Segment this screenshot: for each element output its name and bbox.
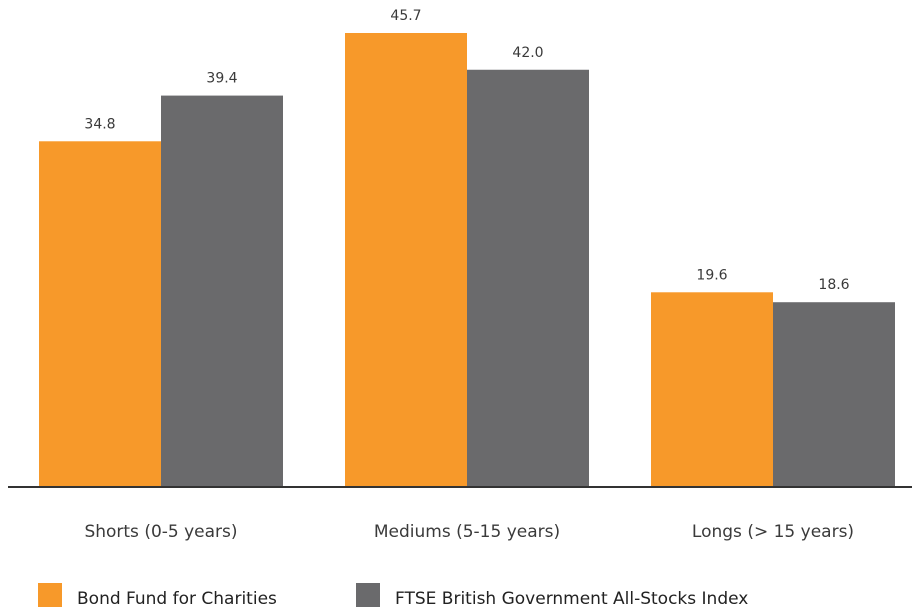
value-label-bond-fund-for-charities-longs-15-years: 19.6	[696, 267, 727, 283]
value-label-ftse-british-government-all-stocks-index-shorts-0-5-years: 39.4	[206, 71, 237, 87]
bar-ftse-british-government-all-stocks-index-longs-15-years	[773, 302, 895, 487]
category-labels-layer: Shorts (0-5 years) Mediums (5-15 years) Lo…	[84, 522, 854, 542]
value-label-ftse-british-government-all-stocks-index-longs-15-years: 18.6	[818, 277, 849, 293]
legend-swatch-bond-fund-for-charities	[38, 583, 62, 607]
value-labels-layer: 34.8 39.4 45.7 42.0 19.6 18.6	[84, 8, 849, 293]
bar-bond-fund-for-charities-shorts-0-5-years	[39, 141, 161, 487]
legend-swatch-ftse-british-government-all-stocks-index	[356, 583, 380, 607]
category-label-longs-15-years: Longs (> 15 years)	[692, 522, 854, 542]
value-label-bond-fund-for-charities-shorts-0-5-years: 34.8	[84, 116, 115, 132]
legend: Bond Fund for Charities FTSE British Gove…	[38, 583, 748, 609]
value-label-bond-fund-for-charities-mediums-5-15-years: 45.7	[390, 8, 421, 24]
bar-ftse-british-government-all-stocks-index-shorts-0-5-years	[161, 95, 283, 488]
bar-bond-fund-for-charities-mediums-5-15-years	[345, 33, 467, 487]
category-label-shorts-0-5-years: Shorts (0-5 years)	[84, 522, 237, 542]
category-label-mediums-5-15-years: Mediums (5-15 years)	[374, 522, 560, 542]
value-label-ftse-british-government-all-stocks-index-mediums-5-15-years: 42.0	[512, 45, 543, 61]
legend-label-ftse-british-government-all-stocks-index: FTSE British Government All-Stocks Index	[395, 589, 748, 609]
bar-ftse-british-government-all-stocks-index-mediums-5-15-years	[467, 69, 589, 487]
legend-label-bond-fund-for-charities: Bond Fund for Charities	[77, 589, 277, 609]
bar-bond-fund-for-charities-longs-15-years	[651, 292, 773, 487]
bars-layer	[39, 33, 895, 488]
